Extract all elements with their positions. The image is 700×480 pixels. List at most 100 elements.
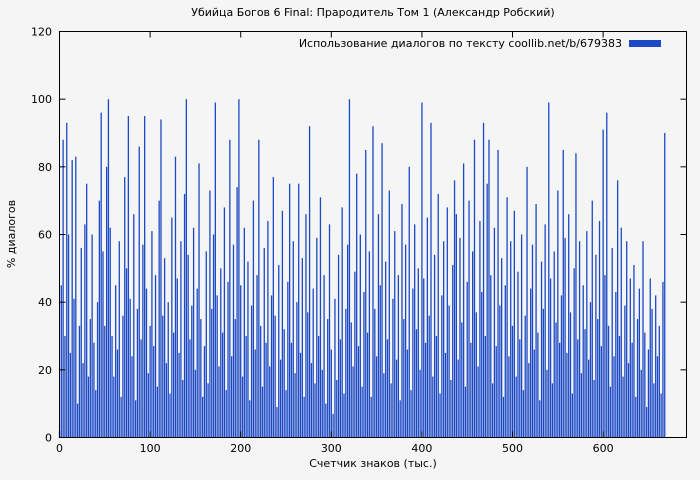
bar bbox=[260, 325, 262, 438]
bar bbox=[417, 268, 419, 438]
bar bbox=[577, 339, 579, 438]
bar bbox=[296, 302, 298, 438]
bar bbox=[218, 366, 220, 438]
bar bbox=[276, 407, 278, 438]
bar bbox=[401, 204, 403, 438]
bar bbox=[578, 241, 581, 438]
bar bbox=[100, 112, 102, 438]
bar bbox=[439, 393, 441, 438]
bar bbox=[207, 383, 209, 438]
x-tick-label: 200 bbox=[230, 442, 251, 455]
bar bbox=[609, 386, 612, 438]
bar bbox=[410, 390, 412, 438]
bar bbox=[392, 298, 394, 438]
bar bbox=[649, 278, 651, 438]
bar bbox=[544, 224, 546, 438]
bar bbox=[658, 325, 660, 438]
bar bbox=[140, 339, 142, 438]
bar bbox=[133, 214, 135, 438]
bar bbox=[375, 356, 378, 438]
bar bbox=[209, 190, 211, 438]
bars-group bbox=[58, 99, 666, 438]
bar bbox=[542, 308, 544, 438]
bar bbox=[86, 183, 88, 438]
bar bbox=[265, 342, 267, 438]
bar bbox=[66, 122, 68, 438]
bar bbox=[611, 248, 613, 438]
bar bbox=[379, 285, 381, 438]
bar bbox=[524, 315, 526, 438]
bar bbox=[171, 217, 173, 438]
bar bbox=[303, 396, 305, 438]
bar bbox=[332, 413, 334, 438]
bar bbox=[314, 383, 316, 438]
bar bbox=[111, 336, 113, 438]
bar bbox=[575, 153, 577, 438]
bar bbox=[459, 237, 461, 438]
bar bbox=[591, 200, 593, 438]
bar bbox=[604, 275, 606, 438]
bar bbox=[357, 346, 360, 438]
bar bbox=[125, 268, 128, 438]
bar bbox=[504, 285, 506, 438]
bar bbox=[508, 356, 510, 438]
bar bbox=[354, 271, 356, 438]
bar bbox=[377, 214, 380, 438]
bar bbox=[227, 281, 229, 438]
bar bbox=[104, 325, 106, 438]
bar bbox=[568, 214, 570, 438]
bar bbox=[256, 275, 258, 438]
bar bbox=[566, 352, 568, 438]
bar bbox=[564, 237, 566, 438]
bar bbox=[147, 373, 149, 438]
bar bbox=[386, 339, 389, 438]
bar bbox=[232, 244, 235, 438]
bar bbox=[528, 363, 530, 438]
bar bbox=[189, 339, 191, 438]
bar bbox=[600, 346, 602, 438]
bar bbox=[263, 248, 265, 438]
bar bbox=[613, 356, 615, 438]
bar bbox=[173, 332, 175, 438]
bar bbox=[381, 143, 383, 438]
bar bbox=[176, 278, 178, 438]
bar bbox=[109, 227, 111, 438]
bar bbox=[473, 139, 476, 438]
bar bbox=[539, 400, 541, 438]
bar bbox=[317, 336, 320, 438]
bar bbox=[586, 231, 588, 438]
y-tick-label: 20 bbox=[38, 364, 52, 377]
bar bbox=[167, 302, 169, 438]
bar bbox=[182, 379, 184, 438]
bar bbox=[118, 241, 120, 438]
bar bbox=[162, 315, 164, 438]
bar bbox=[120, 396, 122, 438]
bar bbox=[466, 281, 468, 438]
bar bbox=[298, 183, 300, 438]
bar bbox=[515, 376, 517, 438]
bar bbox=[270, 295, 273, 438]
bar bbox=[267, 220, 269, 438]
bar bbox=[205, 251, 207, 438]
bar bbox=[214, 102, 216, 438]
bar bbox=[312, 288, 314, 438]
bar bbox=[443, 241, 445, 438]
bar bbox=[198, 163, 200, 438]
bar bbox=[216, 295, 218, 438]
bar bbox=[510, 241, 512, 438]
bar bbox=[493, 227, 496, 438]
bar bbox=[388, 190, 390, 438]
bar bbox=[629, 278, 631, 438]
bar bbox=[571, 393, 573, 438]
bar bbox=[321, 369, 323, 438]
bar bbox=[560, 295, 563, 438]
bar bbox=[531, 244, 534, 438]
bar bbox=[593, 379, 595, 438]
bar bbox=[555, 322, 557, 438]
bar bbox=[644, 332, 646, 438]
bar bbox=[203, 346, 206, 438]
bar bbox=[446, 207, 448, 438]
bar bbox=[113, 376, 115, 438]
bar bbox=[287, 281, 289, 438]
bar bbox=[553, 251, 555, 438]
